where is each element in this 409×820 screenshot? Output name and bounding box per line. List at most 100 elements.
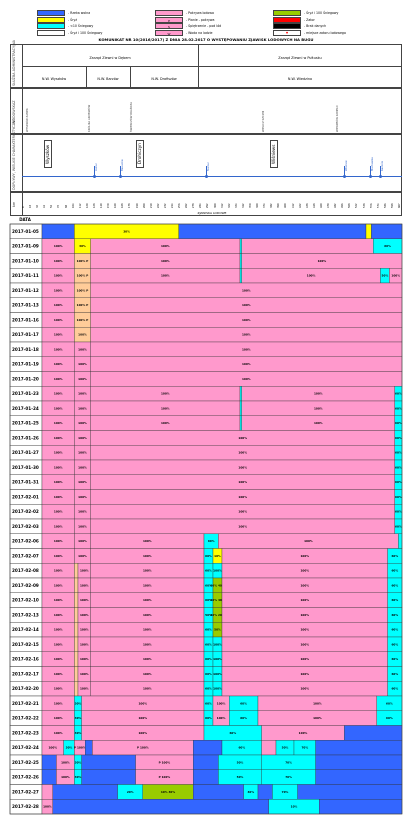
legend-label: - Zator — [304, 17, 315, 22]
segment-label: 100% — [78, 539, 87, 543]
ice-segment — [257, 784, 273, 800]
segment-label: 60% — [391, 583, 398, 587]
ice-segment — [261, 740, 277, 756]
segment-label: 60% — [205, 569, 212, 573]
date-label: 2017-01-31 — [12, 480, 39, 485]
confluence-dot — [118, 174, 122, 178]
segment-label: 100% — [78, 451, 87, 455]
ice-segment — [193, 740, 223, 756]
segment-label: 100% — [304, 539, 313, 543]
date-label: 2017-01-20 — [12, 376, 39, 381]
segment-label: 60% — [386, 701, 393, 705]
segment-label: 100% — [54, 362, 63, 366]
ice-segment — [193, 754, 219, 770]
segment-label: 100% — [300, 554, 309, 558]
segment-label: 100% — [313, 716, 322, 720]
legend-label: - Rzeka wolna — [68, 11, 91, 15]
legend-label: - Brak danych — [304, 24, 327, 28]
km-caption: ZJAWISKA LODOWE — [197, 211, 227, 215]
segment-label: 60% — [395, 392, 402, 396]
segment-label: 60% — [205, 554, 212, 558]
segment-label: 100% — [54, 465, 63, 469]
segment-label: 100% — [314, 421, 323, 425]
segment-label: P 100% — [159, 775, 171, 779]
date-label: 2017-01-17 — [12, 332, 39, 337]
ice-segment — [297, 784, 403, 800]
date-label: 2017-02-08 — [12, 568, 39, 573]
date-label: 2017-02-26 — [12, 775, 39, 780]
segment-label: 100% — [314, 392, 323, 396]
segment-label: 100% — [238, 465, 247, 469]
segment-label: 100% — [161, 406, 170, 410]
legend-swatch: P — [155, 16, 183, 23]
segment-label: 100% — [78, 524, 87, 528]
ice-segment — [81, 754, 136, 770]
segment-label: 100% — [54, 642, 63, 646]
date-label: 2017-01-27 — [12, 450, 39, 455]
ice-segment — [41, 754, 57, 770]
legend-swatch — [37, 29, 65, 36]
date-label: 2017-02-09 — [12, 583, 39, 588]
legend-item: - <10 Śniegowy — [37, 23, 153, 29]
segment-label: 100% — [54, 421, 63, 425]
segment-label: 100% — [48, 746, 57, 750]
ice-segment — [41, 769, 57, 785]
segment-label: 100% — [54, 377, 63, 381]
ice-segment — [344, 725, 403, 741]
segment-label: 30% — [75, 775, 82, 779]
segment-label: 100% — [78, 421, 87, 425]
segment-label: 50% — [382, 274, 389, 278]
date-label: 2017-02-23 — [12, 730, 39, 735]
ice-segment — [239, 253, 242, 269]
legend-label: - Pokrywa lodowa — [186, 11, 214, 15]
segment-label: 100% — [54, 392, 63, 396]
segment-label: 60% — [395, 480, 402, 484]
segment-label: 100% — [300, 628, 309, 632]
segment-label: 60% — [395, 465, 402, 469]
date-label: 2017-02-01 — [12, 494, 39, 499]
ice-segment — [365, 223, 372, 239]
segment-label: 60% — [395, 436, 402, 440]
grid-frame — [9, 223, 403, 815]
segment-label: 70% — [282, 790, 289, 794]
segment-label: 100% — [78, 362, 87, 366]
ice-segment — [315, 740, 403, 756]
legend-swatch — [37, 10, 65, 16]
segment-label: 100% — [242, 288, 251, 292]
segment-label: 60% — [391, 613, 398, 617]
segment-label: 100% — [143, 672, 152, 676]
segment-label: 100% — [300, 657, 309, 661]
admin-row-line — [22, 66, 402, 67]
segment-label: 60% — [391, 554, 398, 558]
segment-label: 100% — [54, 244, 63, 248]
confluence-dot — [378, 174, 382, 178]
segment-label: 10% 30% — [161, 790, 176, 794]
segment-label: 50% — [205, 613, 212, 617]
segment-label: 100% — [54, 406, 63, 410]
legend-swatch — [273, 10, 301, 16]
segment-label: 10% — [214, 554, 221, 558]
segment-label: 100% — [61, 760, 70, 764]
legend-swatch — [155, 10, 183, 16]
legend-label: - Spiętrzenie - pod lód — [186, 24, 222, 28]
segment-label: 100% — [78, 465, 87, 469]
segment-label: 100% — [238, 510, 247, 514]
segment-label: 100% — [54, 701, 63, 705]
segment-label: P 100% — [137, 746, 149, 750]
admin-subunit-1: N.W. Wyszków — [41, 77, 67, 81]
date-label: 2017-02-16 — [12, 657, 39, 662]
gauges-section — [10, 88, 402, 134]
segment-label: 100% — [238, 480, 247, 484]
segment-label: 100% — [242, 347, 251, 351]
segment-label: 60% — [386, 716, 393, 720]
segment-label: P 100% — [74, 746, 86, 750]
segment-label: 100% — [78, 406, 87, 410]
tributary-marker — [94, 166, 95, 176]
segment-label: 60% — [208, 539, 215, 543]
segment-label: 100% — [143, 539, 152, 543]
segment-label: 100% — [78, 347, 87, 351]
segment-label: 60% — [391, 687, 398, 691]
ice-segment — [74, 607, 79, 623]
date-label: 2017-02-27 — [12, 789, 39, 794]
